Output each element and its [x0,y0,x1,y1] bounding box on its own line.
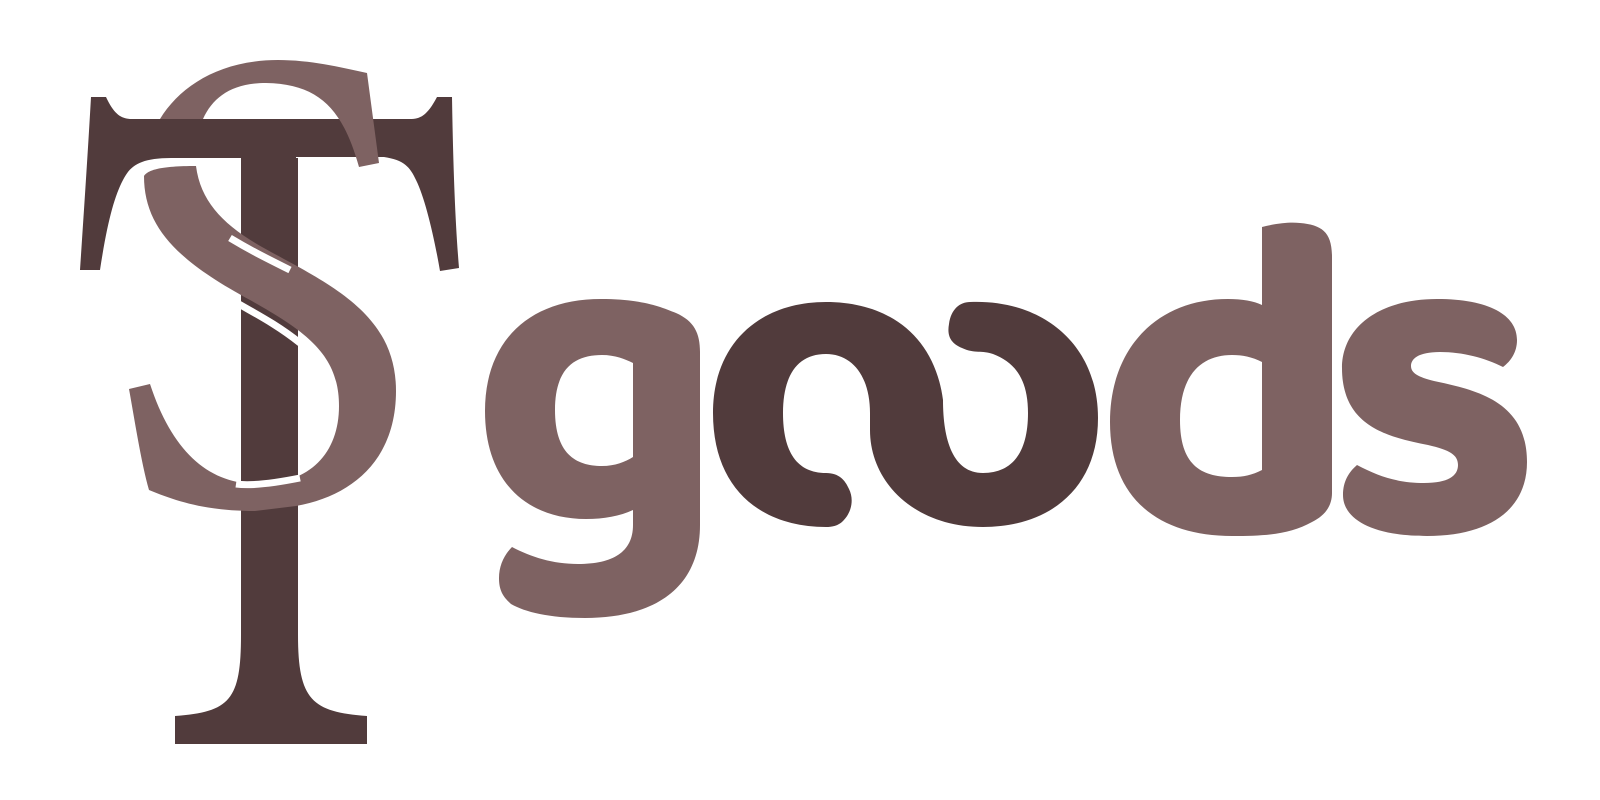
s-over-t-gap-bottom [235,474,301,489]
s-over-t-gap-lower [230,296,303,346]
letter-s [129,60,396,511]
letter-oo [713,301,1098,527]
goods-wordmark [485,222,1527,618]
s-over-t-gap [228,234,292,274]
letter-t-stem [175,158,367,744]
letter-d [1110,222,1332,536]
st-monogram-icon [80,60,459,744]
letter-g [485,299,700,618]
letter-s-small [1342,299,1527,536]
